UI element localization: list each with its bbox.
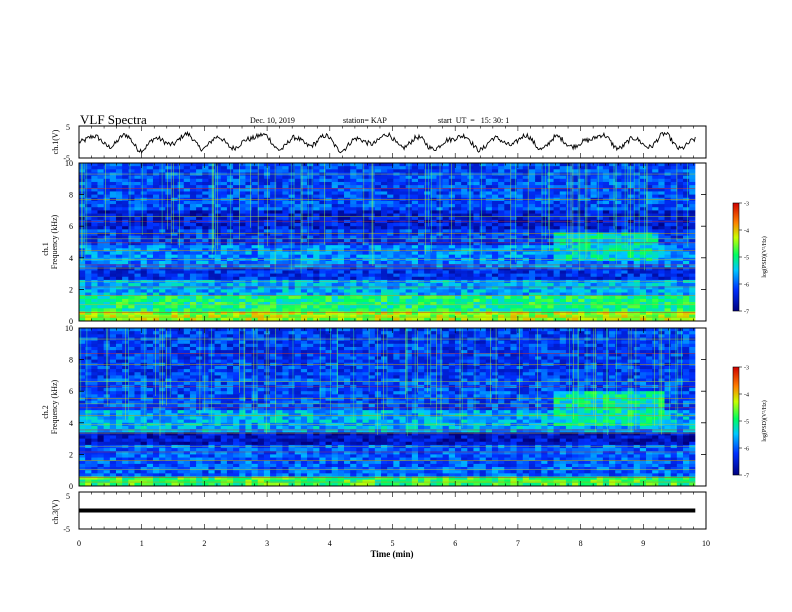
ch2-spectrogram-panel: 0 2 4 6 8 10 ch.2 Frequency (kHz) bbox=[41, 324, 707, 491]
ch1-colorbar-tick-label-1: -4 bbox=[744, 229, 749, 235]
ch2-colorbar-tick-label-2: -5 bbox=[744, 420, 749, 426]
ch2-ytick-label-10: 10 bbox=[65, 324, 73, 333]
ch2-colorbar: -3 -4 -5 -6 -7 log(PSD)(V²/Hz) bbox=[732, 366, 768, 480]
ch1-spec-ylabel-freq: Frequency (kHz) bbox=[50, 214, 59, 269]
ch1-colorbar-tick-label-2: -5 bbox=[744, 256, 749, 262]
ch1-ytick-label-4: 4 bbox=[69, 254, 73, 263]
ch3-ylabel: ch.3(V) bbox=[51, 499, 60, 524]
x-tick-label-7: 7 bbox=[516, 539, 520, 548]
x-tick-label-5: 5 bbox=[391, 539, 395, 548]
x-tick-label-4: 4 bbox=[328, 539, 332, 548]
ch2-ytick-label-6: 6 bbox=[69, 387, 73, 396]
start-time-label: start UT = 15: 30: 1 bbox=[438, 116, 510, 125]
ch3-waveform-panel: 5 -5 ch.3(V) bbox=[51, 491, 707, 534]
x-tick-label-0: 0 bbox=[77, 539, 81, 548]
chart-title: VLF Spectra bbox=[80, 112, 147, 127]
x-tick-label-10: 10 bbox=[702, 539, 710, 548]
ch1-ytick-label-0: 0 bbox=[69, 317, 73, 326]
ch2-colorbar-label: log(PSD)(V²/Hz) bbox=[761, 400, 768, 441]
x-tick-label-2: 2 bbox=[202, 539, 206, 548]
ch1-colorbar: -3 -4 -5 -6 -7 log(PSD)(V²/Hz) bbox=[732, 202, 768, 316]
ch1-colorbar-tick-label-3: -6 bbox=[744, 283, 749, 289]
ch2-spec-ylabel: ch.2 bbox=[41, 405, 50, 419]
ch2-ytick-label-8: 8 bbox=[69, 356, 73, 365]
x-tick-label-3: 3 bbox=[265, 539, 269, 548]
x-tick-label-8: 8 bbox=[579, 539, 583, 548]
ch1-colorbar-label: log(PSD)(V²/Hz) bbox=[761, 236, 768, 277]
x-tick-label-1: 1 bbox=[140, 539, 144, 548]
date-label: Dec. 10, 2019 bbox=[250, 116, 295, 125]
ch2-colorbar-tick-label-1: -4 bbox=[744, 393, 749, 399]
ch3-ytick-bottom: -5 bbox=[63, 525, 70, 534]
ch1-colorbar-tick-label-4: -7 bbox=[744, 310, 749, 316]
ch1-ytick-label-8: 8 bbox=[69, 191, 73, 200]
ch1-spectrogram-image bbox=[79, 163, 706, 322]
ch2-colorbar-tick-label-4: -7 bbox=[744, 474, 749, 480]
ch3-ytick-top: 5 bbox=[66, 492, 70, 501]
ch2-colorbar-tick-label-3: -6 bbox=[744, 447, 749, 453]
ch2-colorbar-scale bbox=[732, 366, 740, 476]
ch2-colorbar-tick-label-0: -3 bbox=[744, 366, 749, 372]
ch2-spec-ylabel-freq: Frequency (kHz) bbox=[50, 379, 59, 434]
ch1-colorbar-scale bbox=[732, 202, 740, 312]
ch2-ytick-label-4: 4 bbox=[69, 419, 73, 428]
ch1-ytick-top: 5 bbox=[66, 123, 70, 132]
ch2-ytick-label-0: 0 bbox=[69, 482, 73, 491]
ch2-spectrogram-image bbox=[79, 328, 706, 487]
ch2-ytick-label-2: 2 bbox=[69, 450, 73, 459]
ch1-ytick-label-6: 6 bbox=[69, 222, 73, 231]
ch1-waveform-line bbox=[78, 130, 696, 154]
ch1-waveform-panel: 5 -5 ch.1(V) bbox=[51, 123, 707, 163]
ch1-spec-ylabel: ch.1 bbox=[41, 242, 50, 256]
ch1-ytick-bottom: -5 bbox=[63, 154, 70, 163]
ch1-ylabel: ch.1(V) bbox=[51, 129, 60, 154]
ch1-ytick-label-2: 2 bbox=[69, 285, 73, 294]
ch1-colorbar-tick-label-0: -3 bbox=[744, 202, 749, 208]
x-axis-label: Time (min) bbox=[370, 549, 413, 559]
x-tick-label-9: 9 bbox=[641, 539, 645, 548]
ch1-ytick-label-10: 10 bbox=[65, 159, 73, 168]
station-label: station= KAP bbox=[343, 116, 387, 125]
x-tick-label-6: 6 bbox=[453, 539, 457, 548]
ch1-spectrogram-panel: 0 2 4 6 8 10 ch.1 Frequency (kHz) bbox=[41, 159, 707, 326]
x-axis-ticks: 0 1 2 3 4 5 6 7 8 9 10 bbox=[77, 126, 710, 548]
